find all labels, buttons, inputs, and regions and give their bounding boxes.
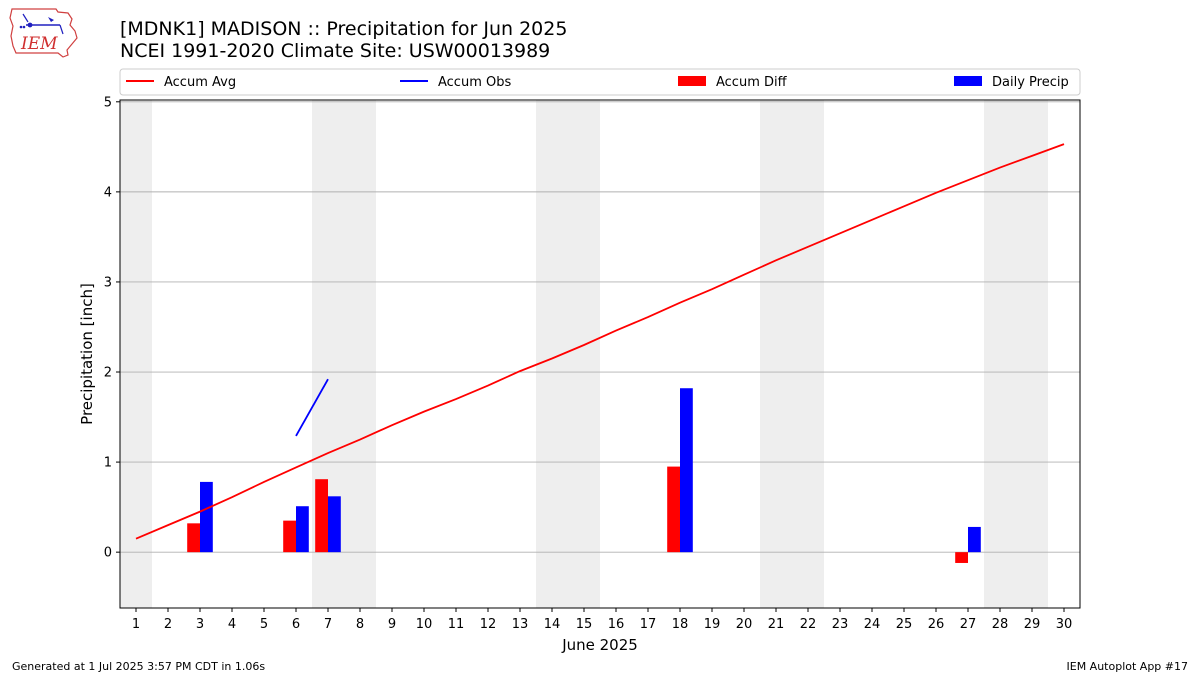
x-tick-label: 29 xyxy=(1024,617,1041,632)
weekend-band xyxy=(536,100,600,608)
accum-diff-bar xyxy=(315,479,328,553)
x-tick-label: 15 xyxy=(576,617,593,632)
accum-obs-line xyxy=(295,378,329,437)
y-gridlines xyxy=(120,101,1080,553)
x-tick-label: 7 xyxy=(324,617,332,632)
weekend-band xyxy=(760,100,824,608)
weekend-band xyxy=(984,100,1048,608)
legend-box xyxy=(119,68,1081,96)
chart-title: [MDNK1] MADISON :: Precipitation for Jun… xyxy=(120,18,568,40)
plot-frame xyxy=(119,99,1081,609)
x-tick-label: 25 xyxy=(896,617,913,632)
x-tick-label: 28 xyxy=(992,617,1009,632)
x-tick-label: 8 xyxy=(356,617,364,632)
generated-timestamp: Generated at 1 Jul 2025 3:57 PM CDT in 1… xyxy=(12,660,266,673)
logo-text: IEM xyxy=(20,34,58,54)
chart-subtitle: NCEI 1991-2020 Climate Site: USW00013989 xyxy=(120,40,551,62)
accum-diff-bar xyxy=(667,466,680,553)
bars xyxy=(187,388,981,563)
x-tick-label: 4 xyxy=(228,617,236,632)
x-tick-label: 23 xyxy=(832,617,849,632)
legend-swatch-bar xyxy=(678,76,706,86)
daily-precip-bar xyxy=(296,506,309,553)
x-tick-label: 16 xyxy=(608,617,625,632)
x-tick-label: 18 xyxy=(672,617,689,632)
x-tick-label: 5 xyxy=(260,617,268,632)
daily-precip-bar xyxy=(680,388,693,553)
series-lines xyxy=(135,143,1065,540)
legend-swatch-bar xyxy=(954,76,982,86)
weekend-band xyxy=(120,100,152,608)
daily-precip-bar xyxy=(968,526,981,553)
accum-avg-line xyxy=(135,143,1065,540)
x-axis-label: June 2025 xyxy=(561,636,638,654)
legend-label: Accum Diff xyxy=(716,75,788,90)
accum-diff-bar xyxy=(955,552,968,563)
legend-label: Accum Obs xyxy=(438,75,511,90)
x-tick-label: 26 xyxy=(928,617,945,632)
x-tick-label: 10 xyxy=(416,617,433,632)
legend: Accum Avg Accum Obs Accum Diff Daily Precip xyxy=(119,68,1081,96)
x-tick-label: 1 xyxy=(132,617,140,632)
app-label: IEM Autoplot App #17 xyxy=(1066,660,1189,673)
y-tick-label: 5 xyxy=(104,95,112,110)
iem-logo: IEM xyxy=(9,8,78,58)
x-tick-label: 9 xyxy=(388,617,396,632)
y-tick-label: 2 xyxy=(104,366,112,381)
y-axis-label: Precipitation [inch] xyxy=(78,283,96,425)
accum-diff-bar xyxy=(187,523,200,553)
y-tick-label: 0 xyxy=(104,546,112,561)
legend-label: Daily Precip xyxy=(992,75,1069,90)
y-tick-label: 3 xyxy=(104,275,112,290)
x-tick-label: 6 xyxy=(292,617,300,632)
y-axis: 0 1 2 3 4 5 xyxy=(104,95,120,561)
x-tick-label: 20 xyxy=(736,617,753,632)
y-tick-label: 4 xyxy=(104,185,112,200)
x-tick-label: 14 xyxy=(544,617,561,632)
x-tick-label: 17 xyxy=(640,617,657,632)
x-tick-label: 3 xyxy=(196,617,204,632)
x-tick-label: 30 xyxy=(1056,617,1073,632)
legend-label: Accum Avg xyxy=(164,75,236,90)
accum-diff-bar xyxy=(283,520,296,553)
x-tick-label: 2 xyxy=(164,617,172,632)
x-tick-label: 12 xyxy=(480,617,497,632)
x-tick-label: 24 xyxy=(864,617,881,632)
x-axis: 1 2 3 4 5 6 7 8 9 10 11 12 13 14 15 16 17 18 19 20 21 22 23 24 2… xyxy=(132,608,1072,632)
x-tick-label: 11 xyxy=(448,617,465,632)
x-tick-label: 19 xyxy=(704,617,721,632)
weekend-shading xyxy=(120,100,1048,608)
x-tick-label: 27 xyxy=(960,617,977,632)
x-tick-label: 21 xyxy=(768,617,785,632)
daily-precip-bar xyxy=(328,496,341,553)
y-tick-label: 1 xyxy=(104,456,112,471)
daily-precip-bar xyxy=(200,481,213,553)
x-tick-label: 22 xyxy=(800,617,817,632)
x-tick-label: 13 xyxy=(512,617,529,632)
